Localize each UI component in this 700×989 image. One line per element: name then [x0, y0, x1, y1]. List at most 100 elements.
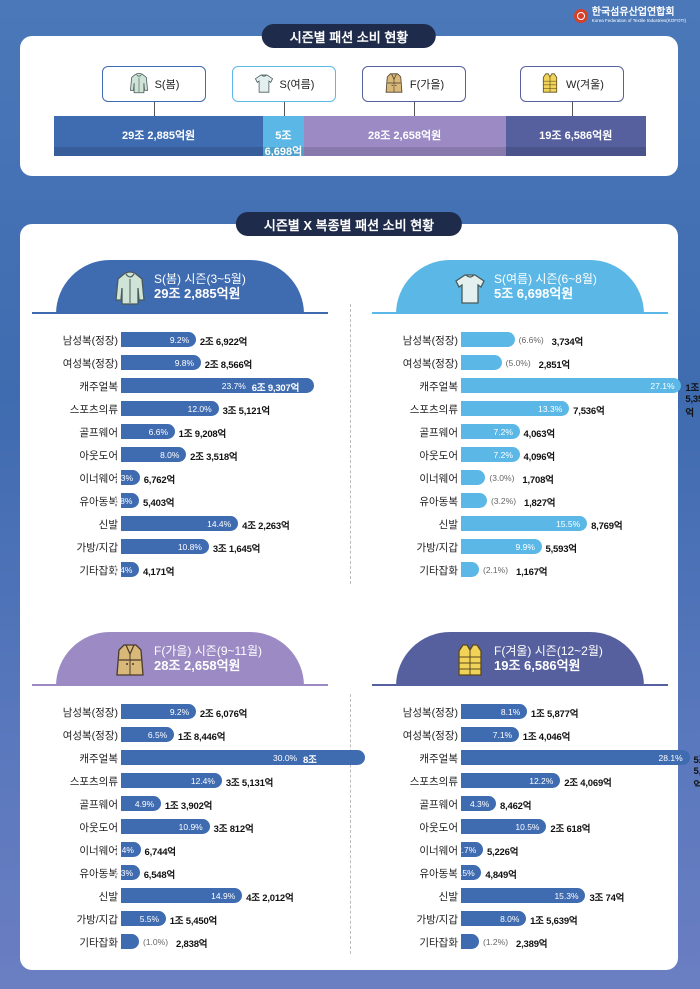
season-panel-underline: [32, 684, 328, 686]
amount-label: 7,536억: [573, 406, 605, 417]
bar: [461, 911, 527, 926]
bar: [121, 865, 140, 880]
percent-label: 6.5%: [147, 730, 168, 740]
total-bar-label: 29조 2,885억원: [122, 130, 196, 142]
percent-label: 9.2%: [169, 335, 190, 345]
amount-label: 5조 5,336억: [693, 755, 700, 791]
percent-label: 7.2%: [493, 450, 513, 460]
percent-label: 15.5%: [556, 519, 581, 529]
bar-row: 기타잡화 (1.0%) 2,838억: [32, 930, 332, 953]
category-label: 이너웨어: [79, 473, 118, 485]
bar-row: 골프웨어 4.3% 8,462억: [372, 792, 672, 815]
percent-label: (1.2%): [483, 937, 509, 947]
category-label: 가방/지갑: [416, 542, 458, 554]
percent-label: 14.9%: [211, 891, 236, 901]
bar: [461, 493, 488, 508]
bar: [121, 796, 161, 811]
category-label: 기타잡화: [79, 565, 118, 577]
tshirt-icon: [454, 270, 486, 306]
percent-label: 10.5%: [515, 822, 540, 832]
category-label: 여성복(정장): [62, 358, 118, 370]
padded-vest-icon: [540, 72, 560, 97]
bar: [461, 865, 482, 880]
bar-row: 유아동복 (3.2%) 1,827억: [372, 489, 672, 512]
percent-label: 5.5%: [139, 914, 160, 924]
category-label: 캐주얼복: [79, 753, 118, 765]
bar-row: 스포츠의류 13.3% 7,536억: [372, 397, 672, 420]
amount-label: 8조 4,699억: [303, 755, 326, 791]
bar-row: 이너웨어 2.4% 6,744억: [32, 838, 332, 861]
bar-row: 신발 14.9% 4조 2,012억: [32, 884, 332, 907]
percent-label: 6.6%: [148, 427, 169, 437]
bar-row: 남성복(정장) (6.6%) 3,734억: [372, 328, 672, 351]
category-label: 여성복(정장): [402, 358, 458, 370]
percent-label: 28.1%: [658, 753, 683, 763]
bar: [461, 355, 502, 370]
bar-row: 여성복(정장) 7.1% 1조 4,046억: [372, 723, 672, 746]
category-label: 아웃도어: [419, 450, 458, 462]
percent-label: 9.8%: [174, 358, 195, 368]
category-label: 아웃도어: [419, 822, 458, 834]
bar-row: 스포츠의류 12.4% 3조 5,131억: [32, 769, 332, 792]
amount-label: 4조 2,263억: [242, 521, 290, 532]
total-bar-segment: 29조 2,885억원: [54, 116, 264, 156]
bar: [461, 378, 682, 393]
amount-label: 1조 5,639억: [530, 916, 578, 927]
amount-label: 5,226억: [486, 847, 519, 858]
bar: [121, 750, 365, 765]
amount-label: 1조 5,450억: [169, 916, 218, 927]
bar-row: 아웃도어 10.9% 3조 812억: [32, 815, 332, 838]
percent-label: (6.6%): [518, 335, 544, 345]
bar: [461, 424, 520, 439]
amount-label: 1조 3,902억: [164, 801, 213, 812]
bar: [121, 773, 222, 788]
bar-row: 여성복(정장) 9.8% 2조 8,566억: [32, 351, 332, 374]
season-summary-card: 시즌별 패션 소비 현황 S(봄) S(여름) F(가을) W(겨울) 29조 2,8…: [20, 24, 678, 176]
percent-label: 2.5%: [455, 868, 475, 878]
amount-label: 1,708억: [522, 475, 554, 486]
amount-label: 3,734억: [551, 337, 584, 348]
bar-row: 여성복(정장) 6.5% 1조 8,446억: [32, 723, 332, 746]
season-category-title: 시즌별 X 복종별 패션 소비 현황: [235, 212, 463, 236]
bar-row: 가방/지갑 8.0% 1조 5,639억: [372, 907, 672, 930]
season-panel-total: 29조 2,885억원: [154, 286, 241, 302]
bar: [121, 727, 174, 742]
amount-label: 6,744억: [144, 847, 177, 858]
bar-row: 아웃도어 10.5% 2조 618억: [372, 815, 672, 838]
amount-label: 8,462억: [499, 801, 532, 812]
season-panel-underline: [372, 312, 668, 314]
category-label: 유아동복: [419, 868, 458, 880]
category-label: 이너웨어: [419, 845, 458, 857]
percent-label: 2.3%: [113, 868, 134, 878]
category-label: 남성복(정장): [402, 335, 458, 347]
bar: [461, 562, 479, 577]
amount-label: 3조 5,121억: [222, 406, 271, 417]
bar: [121, 424, 175, 439]
bar-row: 신발 15.5% 8,769억: [372, 512, 672, 535]
hoodie-icon: [114, 270, 146, 306]
bar-row: 스포츠의류 12.0% 3조 5,121억: [32, 397, 332, 420]
percent-label: 2.3%: [113, 473, 134, 483]
percent-label: 15.3%: [554, 891, 579, 901]
org-name: 한국섬유산업연합회: [591, 7, 675, 19]
amount-label: 5,403억: [143, 498, 175, 509]
divider-bottom: [350, 694, 351, 954]
bar: [461, 401, 570, 416]
amount-label: 2조 6,076억: [199, 709, 248, 720]
category-label: 캐주얼복: [419, 753, 458, 765]
season-panel-header: F(겨울) 시즌(12~2월) 19조 6,586억원: [396, 632, 644, 686]
category-label: 유아동복: [419, 496, 458, 508]
category-label: 기타잡화: [419, 937, 458, 949]
season-total-bar: 29조 2,885억원 5조 6,698억원 28조 2,658억원 19조 6,58…: [54, 116, 646, 174]
amount-label: 3조 5,131억: [225, 778, 274, 789]
bar-row: 남성복(정장) 9.2% 2조 6,922억: [32, 328, 332, 351]
bar: [121, 493, 139, 508]
bar-row: 캐주얼복 27.1% 1조 5,354억: [372, 374, 700, 419]
percent-label: (3.2%): [491, 496, 517, 506]
season-panel-underline: [32, 312, 328, 314]
percent-label: 14.4%: [207, 519, 232, 529]
category-label: 골프웨어: [419, 427, 458, 439]
bar-row: 골프웨어 7.2% 4,063억: [372, 420, 672, 443]
category-label: 남성복(정장): [402, 707, 458, 719]
amount-label: 5,593억: [545, 544, 578, 555]
